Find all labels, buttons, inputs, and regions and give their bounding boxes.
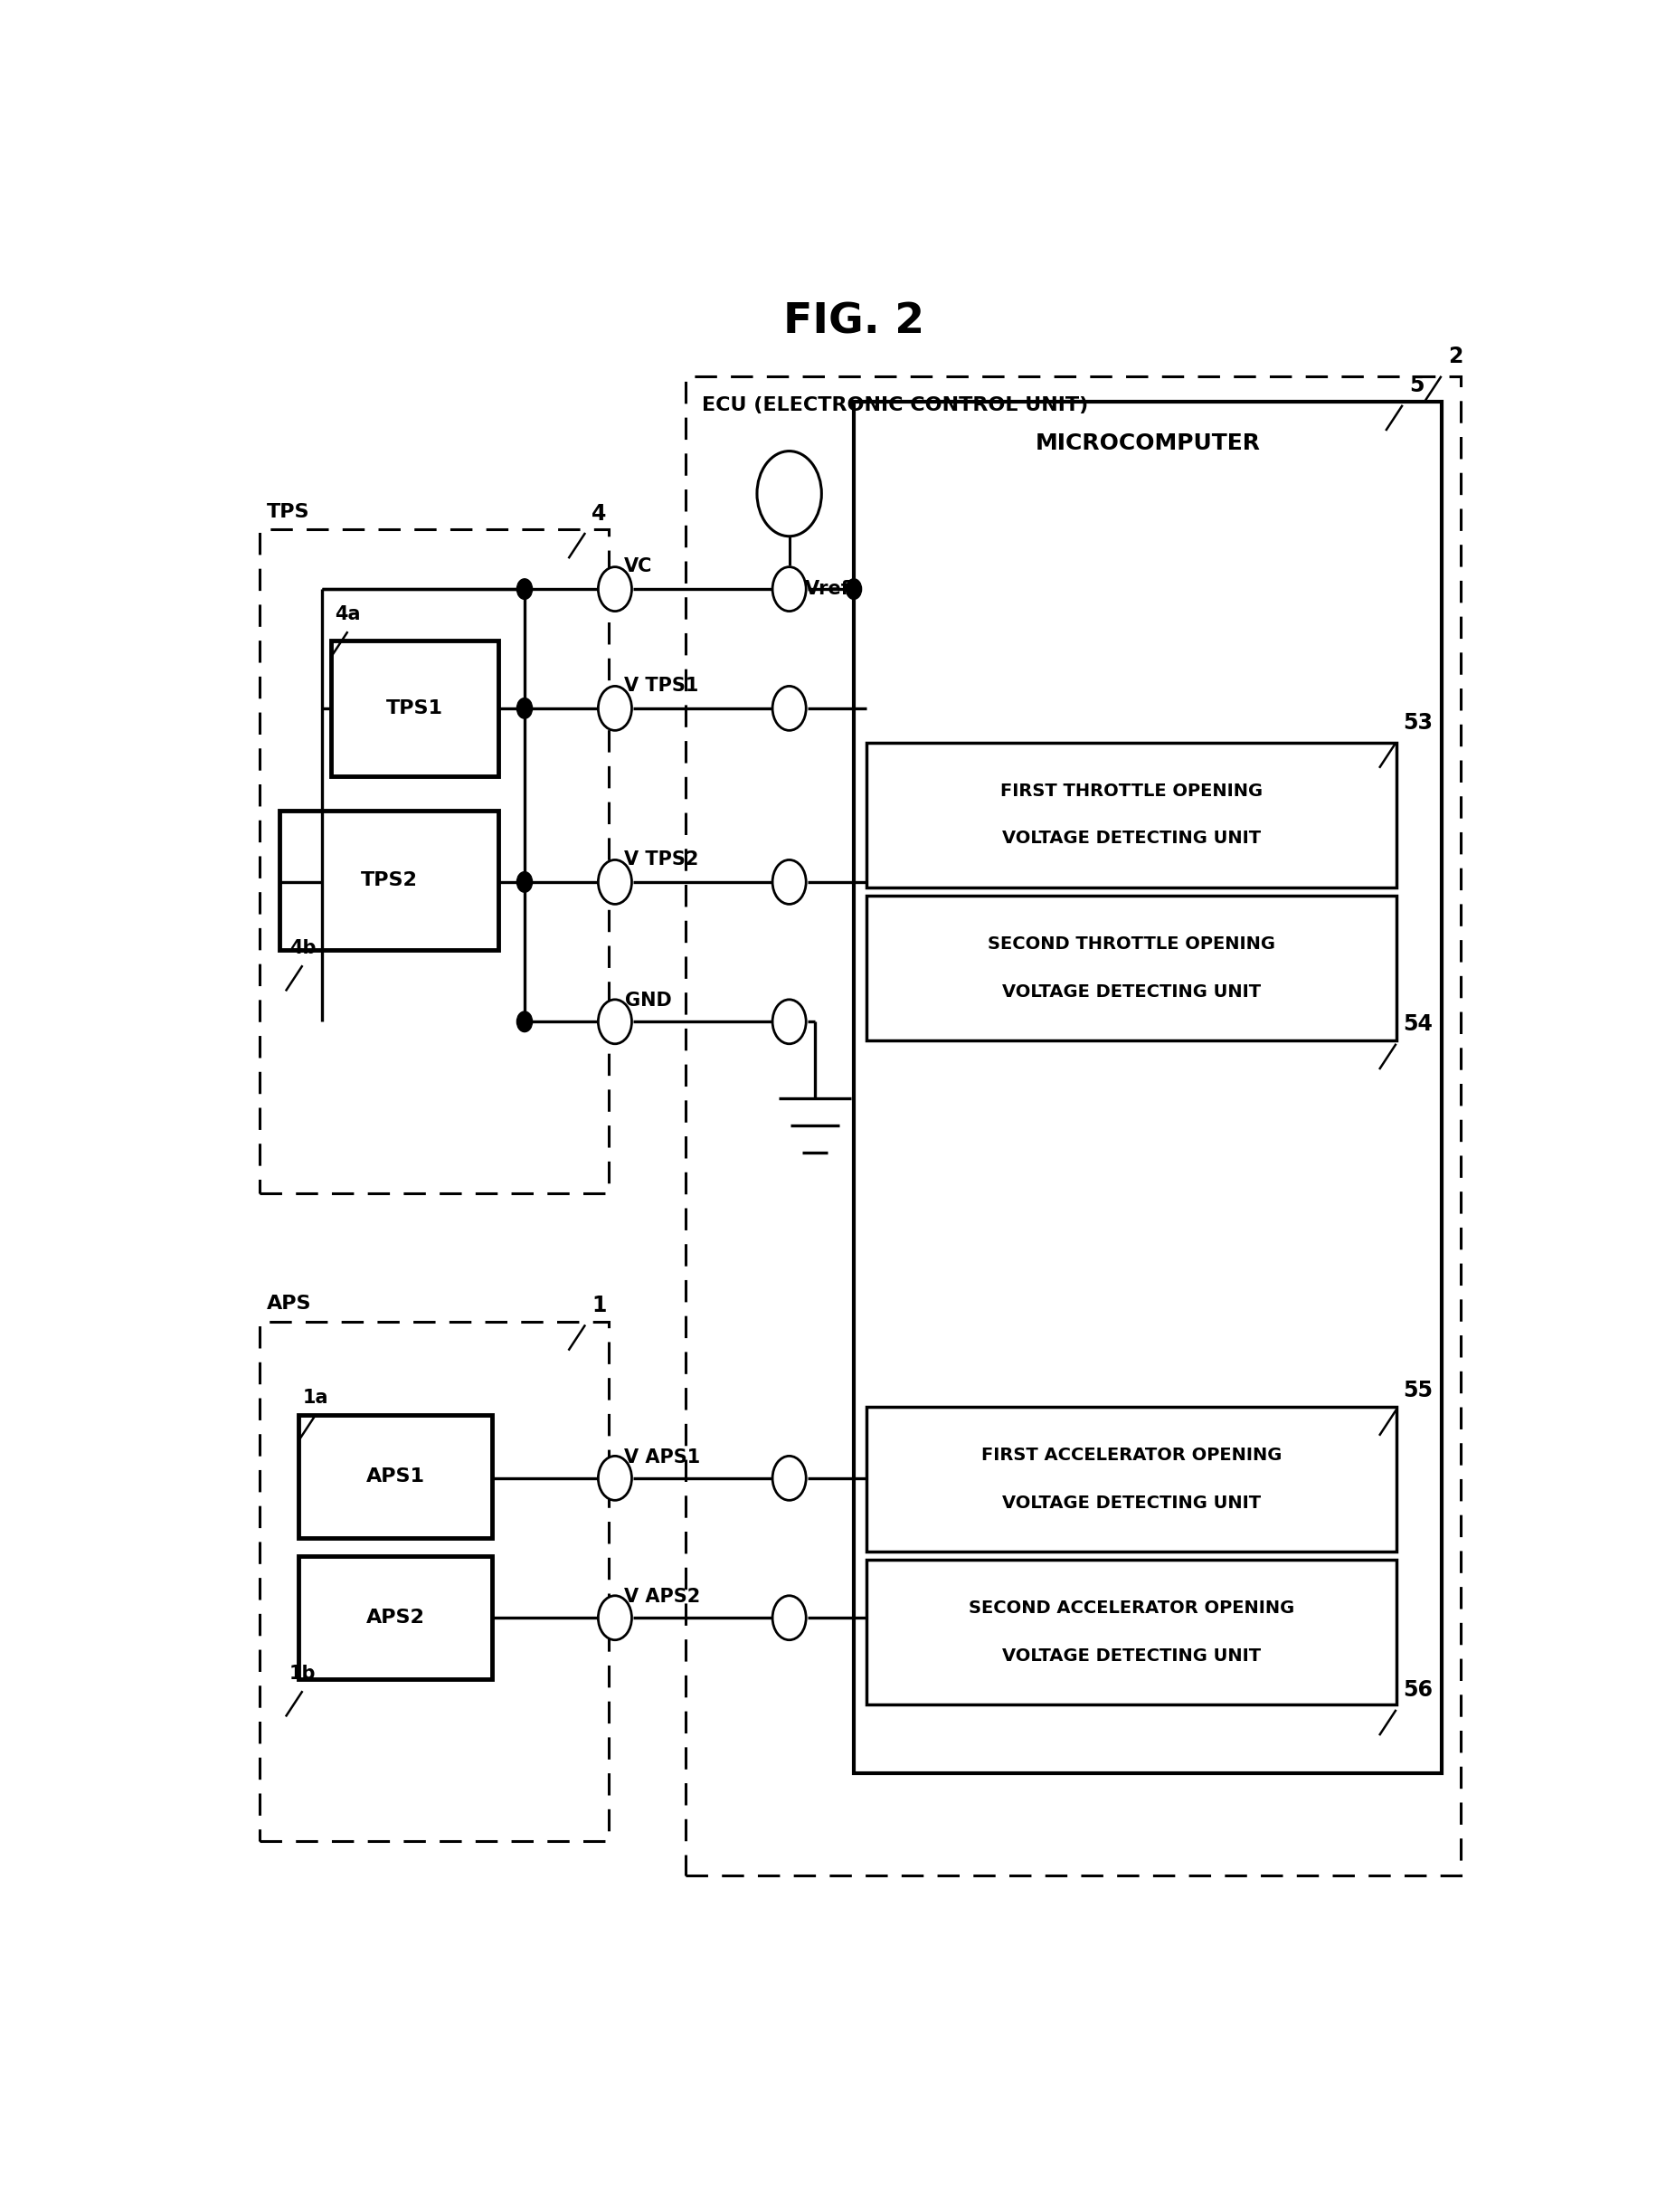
Circle shape [598,686,631,730]
Text: 1a: 1a [303,1389,328,1407]
Text: APS2: APS2 [367,1608,425,1626]
Text: 55: 55 [1403,1380,1433,1402]
Circle shape [516,699,533,719]
Text: 4: 4 [591,502,606,524]
Text: 4a: 4a [335,606,360,624]
Text: V APS2: V APS2 [625,1588,700,1606]
Text: VOLTAGE DETECTING UNIT: VOLTAGE DETECTING UNIT [1001,984,1261,1000]
FancyBboxPatch shape [866,1407,1396,1551]
Text: 56: 56 [1403,1679,1433,1701]
FancyBboxPatch shape [866,896,1396,1040]
Circle shape [598,566,631,611]
Circle shape [846,580,861,599]
Text: VOLTAGE DETECTING UNIT: VOLTAGE DETECTING UNIT [1001,830,1261,847]
Text: APS1: APS1 [367,1467,425,1486]
Circle shape [773,1455,806,1500]
Text: 1b: 1b [290,1663,317,1683]
Text: APS: APS [267,1294,312,1314]
Text: V APS1: V APS1 [625,1449,700,1467]
Text: FIRST THROTTLE OPENING: FIRST THROTTLE OPENING [1000,783,1263,799]
Text: FIG. 2: FIG. 2 [783,301,925,343]
Circle shape [773,566,806,611]
Text: TPS2: TPS2 [360,872,418,889]
Text: Vref: Vref [805,580,850,597]
Text: SECOND THROTTLE OPENING: SECOND THROTTLE OPENING [988,936,1274,953]
Text: FIRST ACCELERATOR OPENING: FIRST ACCELERATOR OPENING [981,1447,1281,1464]
Circle shape [773,860,806,905]
Text: MICROCOMPUTER: MICROCOMPUTER [1035,431,1259,453]
Circle shape [516,872,533,891]
Text: V TPS1: V TPS1 [625,677,698,695]
FancyBboxPatch shape [866,1559,1396,1705]
FancyBboxPatch shape [298,1416,493,1537]
Text: SECOND ACCELERATOR OPENING: SECOND ACCELERATOR OPENING [968,1599,1294,1617]
FancyBboxPatch shape [298,1557,493,1679]
Text: TPS: TPS [267,502,310,522]
Text: VOLTAGE DETECTING UNIT: VOLTAGE DETECTING UNIT [1001,1648,1261,1666]
Text: V TPS2: V TPS2 [625,849,698,869]
Circle shape [516,580,533,599]
Text: VC: VC [625,557,653,575]
FancyBboxPatch shape [280,810,498,951]
Text: 4b: 4b [290,938,317,958]
Text: 54: 54 [1403,1013,1433,1035]
Circle shape [773,686,806,730]
FancyBboxPatch shape [853,403,1441,1772]
Text: VOLTAGE DETECTING UNIT: VOLTAGE DETECTING UNIT [1001,1495,1261,1511]
Text: ECU (ELECTRONIC CONTROL UNIT): ECU (ELECTRONIC CONTROL UNIT) [701,396,1088,414]
FancyBboxPatch shape [332,639,498,776]
Text: 5: 5 [1409,374,1424,396]
Text: 2: 2 [1448,345,1463,367]
Circle shape [598,1455,631,1500]
Circle shape [598,860,631,905]
Circle shape [773,1000,806,1044]
Circle shape [516,1011,533,1031]
Circle shape [598,1595,631,1639]
Circle shape [756,451,821,535]
Circle shape [773,1595,806,1639]
Text: 53: 53 [1403,712,1433,734]
Text: TPS1: TPS1 [387,699,443,717]
Circle shape [598,1000,631,1044]
Text: 1: 1 [591,1294,606,1316]
Text: GND: GND [625,991,671,1009]
FancyBboxPatch shape [866,743,1396,887]
